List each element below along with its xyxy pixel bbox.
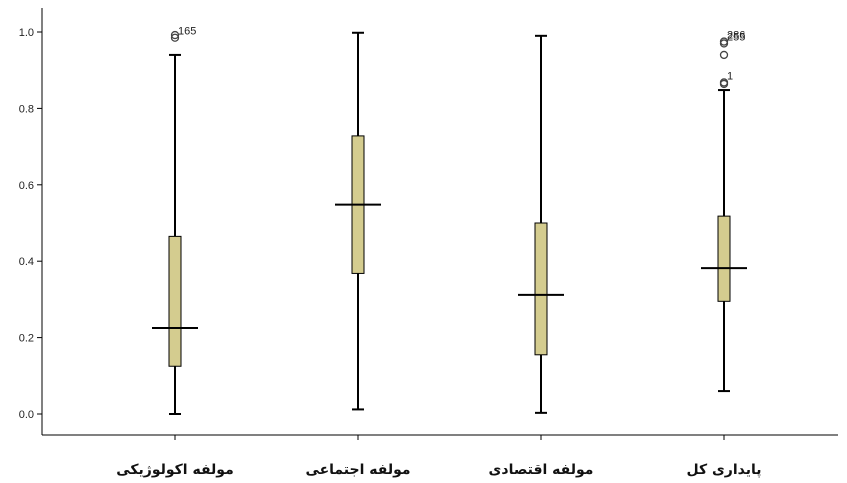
box-iqr <box>168 235 182 367</box>
x-category-label: مولفه اکولوژیکی <box>116 462 234 478</box>
outlier-point <box>170 30 180 40</box>
outlier-point <box>719 79 729 89</box>
box-1: 165 <box>152 26 198 415</box>
x-category-label: مولفه اجتماعی <box>305 462 410 478</box>
y-tick-label: 0.4 <box>19 256 34 268</box>
box-iqr <box>534 222 548 356</box>
outlier-point <box>170 33 180 42</box>
x-category-label: مولفه اقتصادی <box>489 462 594 478</box>
outlier-label: 286 <box>727 30 745 42</box>
outlier-label: 255 <box>727 31 745 43</box>
outlier-point <box>719 50 729 60</box>
y-tick-label: 0.2 <box>19 333 34 345</box>
y-tick-label: 0.0 <box>19 409 34 421</box>
y-axis-ticks: 0.0 0.2 0.4 0.6 0.8 1.0 <box>19 27 42 421</box>
box-3 <box>518 34 564 414</box>
box-iqr <box>717 215 731 302</box>
outlier-point <box>719 39 729 48</box>
x-axis-labels: مولفه اکولوژیکی مولفه اجتماعی مولفه اقتصاد… <box>116 435 762 478</box>
outlier-label: 1 <box>727 70 733 82</box>
x-category-label: پایداری کل <box>686 462 761 478</box>
y-tick-label: 0.8 <box>19 103 34 115</box>
y-tick-label: 1.0 <box>19 27 34 39</box>
outlier-label: 165 <box>178 26 196 38</box>
box-2 <box>335 31 381 411</box>
y-tick-label: 0.6 <box>19 180 34 192</box>
